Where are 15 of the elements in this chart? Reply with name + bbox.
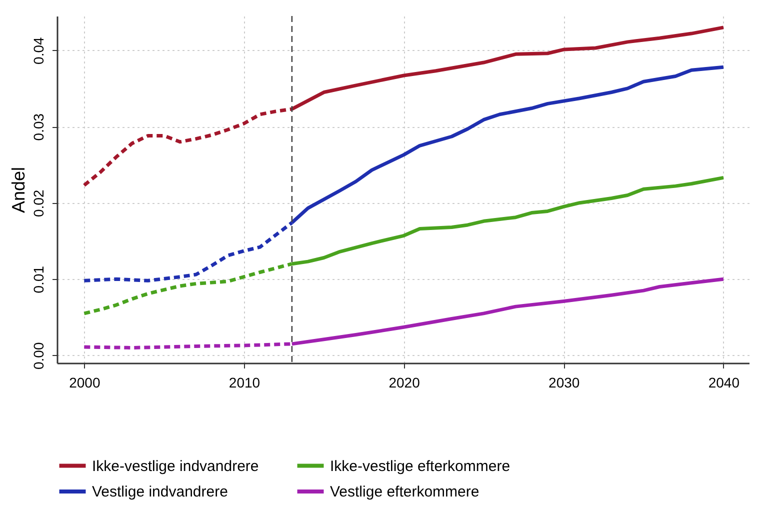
x-tick-label: 2000 bbox=[69, 374, 100, 390]
x-tick-label: 2010 bbox=[228, 374, 260, 390]
y-tick-label: 0.00 bbox=[30, 342, 46, 370]
y-tick-label: 0.01 bbox=[30, 266, 46, 294]
y-tick-label: 0.02 bbox=[30, 190, 46, 217]
x-tick-label: 2040 bbox=[708, 374, 740, 390]
y-tick-label: 0.03 bbox=[30, 113, 46, 141]
legend-label: Ikke-vestlige efterkommere bbox=[330, 458, 510, 475]
legend-label: Vestlige efterkommere bbox=[330, 484, 480, 500]
x-tick-label: 2020 bbox=[388, 374, 420, 390]
legend-label: Vestlige indvandrere bbox=[92, 484, 228, 500]
legend-label: Ikke-vestlige indvandrere bbox=[92, 458, 259, 475]
x-tick-label: 2030 bbox=[548, 374, 580, 390]
y-tick-label: 0.04 bbox=[30, 36, 46, 64]
y-axis-title: Andel bbox=[8, 166, 28, 214]
